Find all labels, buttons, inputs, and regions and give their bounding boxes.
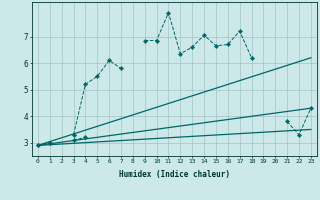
X-axis label: Humidex (Indice chaleur): Humidex (Indice chaleur) xyxy=(119,170,230,179)
